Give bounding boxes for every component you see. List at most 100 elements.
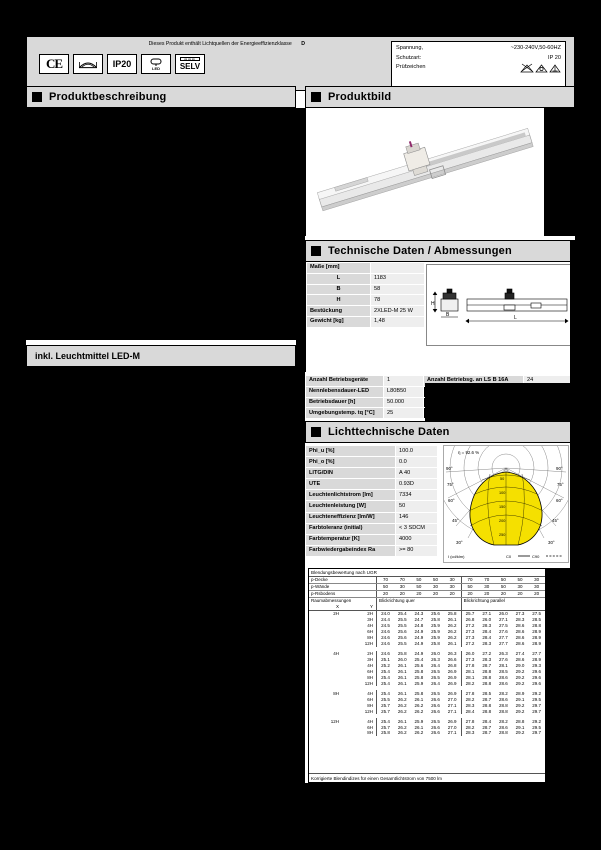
ugr-value-parallel: 28.7 [482, 724, 492, 730]
ugr-x-value: 2H [333, 611, 340, 617]
svg-text:C90: C90 [532, 554, 540, 559]
ugr-value-parallel: 28.1 [460, 668, 479, 675]
ugr-direction-parallel: Blickrichtung parallel [460, 597, 545, 604]
photometric-value-8: 4000 [395, 533, 438, 546]
ugr-caption: Blendungsbewertung nach UGR [309, 569, 545, 577]
page-left-margin [0, 0, 26, 850]
dim-key-bestueckung: Bestückung [306, 305, 371, 317]
ugr-value-quer: 24.9 [414, 640, 424, 646]
table-row: 8H 25.4 26.1 25.8 26.5 26.9 28.1 28.8 28.6 29.2 29… [309, 674, 545, 681]
ugr-y-value: 4H [367, 662, 374, 668]
ugr-value-parallel: 27.6 [499, 628, 508, 634]
gear-right-fill [425, 383, 575, 421]
electrical-spec-box: Spannung, ~230-240V,50-60HZ Schutzart: I… [391, 41, 566, 87]
ugr-reflect-left: 50 [410, 583, 428, 591]
ugr-value-quer: 25.5 [397, 617, 407, 622]
photometric-value-9: >= 80 [395, 544, 438, 557]
ugr-cell [495, 603, 512, 611]
ugr-value-quer: 24.0 [376, 610, 394, 617]
ugr-value-parallel: 28.8 [482, 674, 492, 680]
ugr-value-quer: 26.9 [447, 718, 457, 724]
energy-efficiency-note: Dieses Produkt enthält Lichtquellen der … [27, 41, 309, 48]
ugr-value-quer: 26.2 [414, 708, 424, 714]
ugr-value-quer: 26.0 [397, 656, 407, 662]
ugr-value-quer: 26.4 [431, 680, 440, 686]
svg-text:90°: 90° [556, 466, 563, 471]
ugr-reflect-right: 50 [511, 577, 529, 585]
ugr-value-parallel: 28.4 [482, 628, 492, 634]
ugr-cell [443, 603, 462, 611]
table-row: Leuchtenlichtstrom [lm] 7334 [305, 489, 438, 502]
gear-key-0: Anzahl Betriebsgeräte [305, 375, 384, 387]
gear-value-0: 1 [383, 375, 424, 387]
svg-text:45°: 45° [452, 518, 459, 523]
ugr-value-quer: 26.5 [431, 718, 440, 724]
ugr-right-fill [546, 568, 575, 783]
ugr-value-quer: 26.9 [447, 674, 457, 680]
ugr-value-parallel: 25.7 [460, 610, 479, 617]
ugr-reflect-right: 70 [478, 577, 496, 585]
energy-efficiency-class: D [301, 41, 305, 47]
ugr-value-parallel: 27.7 [499, 634, 508, 640]
lamp-included-label: inkl. Leuchtmittel LED-M [35, 351, 141, 361]
ugr-value-parallel: 27.7 [499, 640, 508, 646]
dim-key-b: B [306, 283, 371, 296]
ugr-value-parallel: 27.2 [460, 640, 479, 647]
selv-symbol: ▭▭▭ [180, 57, 200, 61]
photometric-value-6: 146 [395, 511, 438, 524]
ugr-value-parallel: 27.3 [460, 656, 479, 663]
table-row: Leuchteneffizienz [lm/W] 146 [305, 511, 438, 524]
ugr-value-parallel: 28.8 [499, 708, 508, 714]
ugr-value-quer: 24.6 [376, 650, 394, 657]
ugr-value-quer: 25.7 [376, 724, 394, 731]
ugr-value-quer: 24.6 [376, 628, 394, 635]
svg-text:150: 150 [499, 505, 505, 509]
table-row: 8H 25.7 26.2 26.2 26.6 27.1 28.3 28.8 28.8 29.2 29… [309, 702, 545, 709]
ugr-direction-quer: Blickrichtung quer [376, 597, 462, 604]
lamp-included-box: inkl. Leuchtmittel LED-M [26, 345, 296, 367]
svg-text:C0: C0 [506, 554, 512, 559]
ugr-value-parallel: 28.2 [460, 696, 479, 703]
ugr-value-parallel: 27.8 [460, 690, 479, 697]
section-marker-icon [311, 92, 321, 102]
ugr-reflectance-label: p-Decke [309, 577, 377, 585]
ugr-reflectance-label: p-Rsbodens [309, 590, 377, 598]
ugr-reflect-right: 20 [495, 590, 512, 598]
ugr-cell [410, 603, 428, 611]
ugr-value-parallel: 29.2 [515, 674, 525, 680]
ugr-value-parallel: 28.8 [482, 668, 492, 674]
ugr-value-parallel: 28.2 [499, 718, 508, 724]
table-row: UTE 0.93D [305, 478, 438, 491]
ugr-value-parallel: 29.7 [532, 702, 542, 708]
ugr-y-value: 2H [367, 611, 374, 617]
ugr-reflect-right: 20 [478, 590, 496, 598]
ugr-value-parallel: 29.2 [515, 730, 525, 736]
ugr-y-value: 6H [367, 668, 374, 674]
ugr-value-parallel: 26.0 [499, 611, 508, 617]
ugr-value-parallel: 28.6 [499, 680, 508, 686]
ugr-reflect-right: 70 [460, 577, 479, 585]
ugr-value-quer: 25.9 [431, 622, 440, 628]
gear-key-1: Nennlebensdauer-LED [305, 385, 384, 398]
svg-text:I (cd/klm): I (cd/klm) [448, 554, 465, 559]
ugr-reflect-left: 30 [443, 577, 462, 585]
gear-value-1: L80B50 [383, 385, 424, 398]
table-row: Leuchtenleistung [W] 50 [305, 500, 438, 513]
photometric-value-1: 0.0 [395, 456, 438, 469]
ugr-reflect-right: 20 [511, 590, 529, 598]
svg-text:L: L [514, 315, 517, 321]
ugr-value-quer: 26.3 [431, 656, 440, 662]
ugr-value-parallel: 27.6 [499, 656, 508, 662]
ugr-value-quer: 26.5 [431, 668, 440, 674]
photometric-key-3: UTE [305, 478, 396, 491]
ugr-reflect-right: 20 [528, 590, 545, 598]
ugr-value-quer: 24.6 [376, 640, 394, 647]
ugr-value-quer: 26.2 [414, 730, 424, 736]
ugr-value-quer: 26.6 [431, 708, 440, 714]
ugr-value-parallel: 28.6 [515, 628, 525, 634]
ugr-value-parallel: 28.6 [515, 634, 525, 640]
ugr-value-parallel: 28.6 [515, 656, 525, 662]
ugr-value-quer: 25.8 [376, 730, 394, 737]
table-row: 8H 24.6 25.6 24.9 25.9 26.2 27.3 28.4 27.7 28.6 28… [309, 634, 545, 641]
